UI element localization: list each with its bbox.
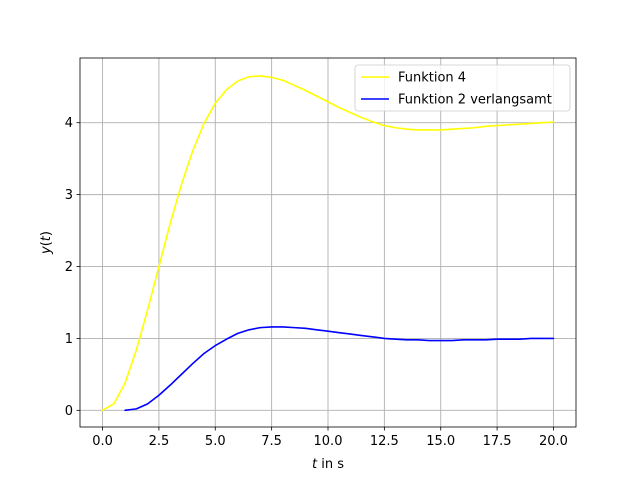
y-axis-label: y(t) xyxy=(39,231,54,255)
series-line-1 xyxy=(101,75,555,412)
x-tick-label: 5.0 xyxy=(205,434,226,449)
y-tick-label: 4 xyxy=(65,116,73,131)
x-axis-label: t in s xyxy=(312,457,344,472)
grid xyxy=(80,58,576,427)
legend: Funktion 4 Funktion 2 verlangsamt xyxy=(354,64,571,112)
x-tick-label: 7.5 xyxy=(261,434,282,449)
ticks: 0.0 2.5 5.0 7.5 10.0 12.5 15.0 17.5 20.0 0 1 2 3 4 xyxy=(65,116,568,449)
x-tick-label: 15.0 xyxy=(426,434,455,449)
series-layer xyxy=(101,75,555,412)
legend-label-2: Funktion 2 verlangsamt xyxy=(398,93,552,108)
y-tick-label: 1 xyxy=(65,332,73,347)
x-tick-label: 2.5 xyxy=(149,434,170,449)
x-tick-label: 17.5 xyxy=(483,434,512,449)
y-tick-label: 0 xyxy=(65,404,73,419)
x-tick-label: 10.0 xyxy=(314,434,343,449)
x-tick-label: 12.5 xyxy=(370,434,399,449)
series-line-2 xyxy=(124,326,555,412)
legend-box xyxy=(354,64,571,112)
y-tick-label: 2 xyxy=(65,260,73,275)
y-tick-label: 3 xyxy=(65,188,73,203)
legend-label-1: Funktion 4 xyxy=(398,71,466,86)
x-tick-label: 20.0 xyxy=(539,434,568,449)
x-tick-label: 0.0 xyxy=(92,434,113,449)
